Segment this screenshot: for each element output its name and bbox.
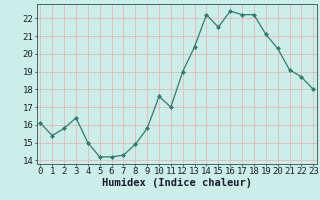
X-axis label: Humidex (Indice chaleur): Humidex (Indice chaleur): [102, 178, 252, 188]
